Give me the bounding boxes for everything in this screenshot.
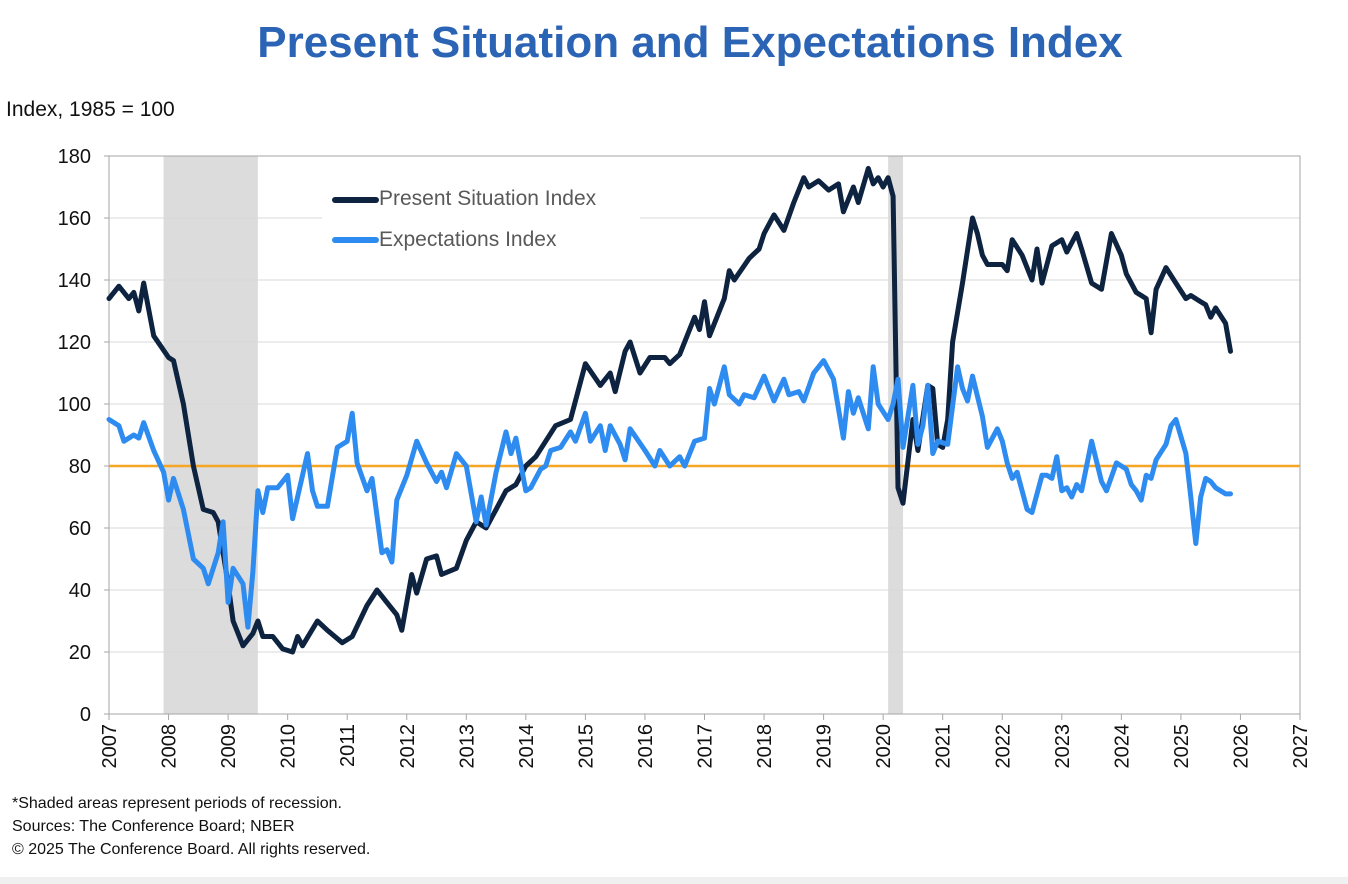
x-tick-label: 2010: [278, 724, 300, 769]
x-tick-label: 2008: [159, 724, 181, 769]
legend-label-expectations: Expectations Index: [379, 228, 557, 251]
x-tick-label: 2026: [1230, 724, 1252, 769]
x-tick-label: 2027: [1290, 724, 1312, 769]
x-tick-label: 2013: [456, 724, 478, 769]
legend-label-present: Present Situation Index: [379, 187, 597, 210]
y-tick-label: 80: [69, 456, 91, 478]
y-tick-label: 180: [58, 146, 91, 168]
x-tick-label: 2014: [516, 724, 538, 769]
x-tick-label: 2007: [99, 724, 121, 769]
x-tick-label: 2021: [933, 724, 955, 769]
plot-frame: [108, 155, 1301, 715]
recession-band: [163, 156, 258, 714]
recession-shading: [163, 156, 903, 714]
x-tick-label: 2020: [873, 724, 895, 769]
present-situation-line: [106, 165, 1233, 655]
x-tick-label: 2012: [397, 724, 419, 769]
recession-note: *Shaded areas represent periods of reces…: [12, 795, 342, 812]
y-tick-label: 160: [58, 208, 91, 230]
y-tick-label: 40: [69, 580, 91, 602]
expectations-line: [106, 358, 1233, 630]
legend-box: [322, 178, 640, 262]
y-tick-label: 0: [80, 704, 91, 726]
x-tick-label: 2018: [754, 724, 776, 769]
x-tick-label: 2015: [575, 724, 597, 769]
y-tick-label: 120: [58, 332, 91, 354]
x-tick-label: 2009: [218, 724, 240, 769]
bottom-band: [0, 877, 1348, 884]
y-tick-label: 60: [69, 518, 91, 540]
y-tick-label: 140: [58, 270, 91, 292]
x-tick-labels: 2007 2008 2009 2010 2011 2012 2013 2014 2015 2016…: [99, 724, 1312, 769]
chart-title: Present Situation and Expectations Index: [257, 18, 1123, 67]
copyright-note: © 2025 The Conference Board. All rights …: [12, 841, 371, 858]
y-axis-label: Index, 1985 = 100: [6, 98, 175, 121]
x-tick-label: 2019: [814, 724, 836, 769]
y-tick-label: 20: [69, 642, 91, 664]
series-lines: [106, 165, 1233, 655]
x-tick-label: 2011: [337, 724, 359, 767]
sources-note: Sources: The Conference Board; NBER: [12, 818, 295, 835]
x-tick-label: 2025: [1171, 724, 1193, 769]
y-tick-label: 100: [58, 394, 91, 416]
y-tick-labels: 0 20 40 60 80 100 120 140 160 180: [58, 146, 91, 726]
x-tick-label: 2016: [635, 724, 657, 769]
x-tick-label: 2023: [1052, 724, 1074, 769]
x-tick-label: 2022: [992, 724, 1014, 769]
x-tick-label: 2017: [695, 724, 717, 769]
x-tick-label: 2024: [1111, 724, 1133, 769]
legend: Present Situation Index Expectations Ind…: [322, 178, 640, 262]
